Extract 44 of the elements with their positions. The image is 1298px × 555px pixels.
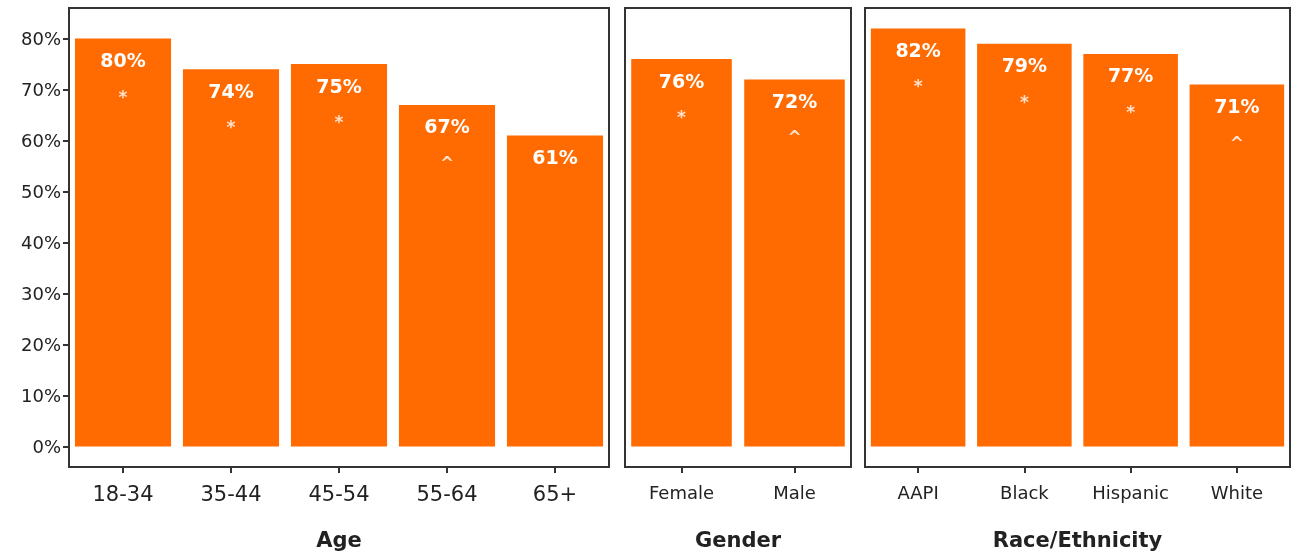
x-axis-title: Gender bbox=[694, 527, 782, 552]
x-tick-label: 18-34 bbox=[92, 481, 154, 506]
annotation: ^ bbox=[787, 127, 802, 148]
y-tick-label: 60% bbox=[20, 130, 61, 152]
data-label: 77% bbox=[1107, 64, 1154, 87]
y-tick-label: 20% bbox=[20, 334, 61, 356]
x-axis-title: Race/Ethnicity bbox=[992, 527, 1163, 552]
annotation: * bbox=[1019, 91, 1029, 112]
y-tick-label: 0% bbox=[32, 436, 61, 458]
y-tick-label: 40% bbox=[20, 232, 61, 254]
data-label: 76% bbox=[658, 69, 705, 92]
y-tick-label: 30% bbox=[20, 283, 61, 305]
data-label: 72% bbox=[771, 89, 818, 112]
x-tick-label: 35-44 bbox=[200, 481, 262, 506]
annotation: * bbox=[1126, 101, 1136, 122]
x-axis-title: Age bbox=[316, 527, 362, 552]
x-tick-label: Female bbox=[648, 481, 715, 503]
annotation: * bbox=[334, 112, 344, 133]
data-label: 75% bbox=[316, 74, 362, 97]
x-tick-label: 55-64 bbox=[416, 481, 478, 506]
x-tick-label: Black bbox=[1000, 481, 1050, 503]
data-label: 79% bbox=[1001, 54, 1048, 77]
data-label: 67% bbox=[424, 115, 470, 138]
x-tick-label: 65+ bbox=[532, 481, 578, 506]
annotation: * bbox=[226, 117, 236, 138]
annotation: ^ bbox=[439, 152, 455, 173]
annotation: * bbox=[677, 107, 687, 127]
data-label: 80% bbox=[100, 49, 146, 72]
x-tick-label: 45-54 bbox=[308, 481, 370, 506]
y-tick-label: 10% bbox=[20, 385, 61, 407]
x-tick-label: White bbox=[1210, 481, 1264, 503]
y-tick-label: 50% bbox=[20, 181, 61, 203]
y-tick-label: 70% bbox=[20, 79, 61, 101]
annotation: * bbox=[913, 76, 923, 97]
x-tick-label: Hispanic bbox=[1092, 481, 1169, 503]
data-label: 74% bbox=[208, 79, 254, 102]
annotation: ^ bbox=[1229, 132, 1244, 153]
annotation: * bbox=[118, 86, 128, 107]
data-label: 71% bbox=[1214, 95, 1260, 117]
x-tick-label: AAPI bbox=[897, 481, 939, 503]
y-tick-label: 80% bbox=[20, 28, 61, 50]
x-tick-label: Male bbox=[773, 481, 816, 503]
data-label: 82% bbox=[895, 38, 941, 61]
data-label: 61% bbox=[532, 146, 578, 168]
